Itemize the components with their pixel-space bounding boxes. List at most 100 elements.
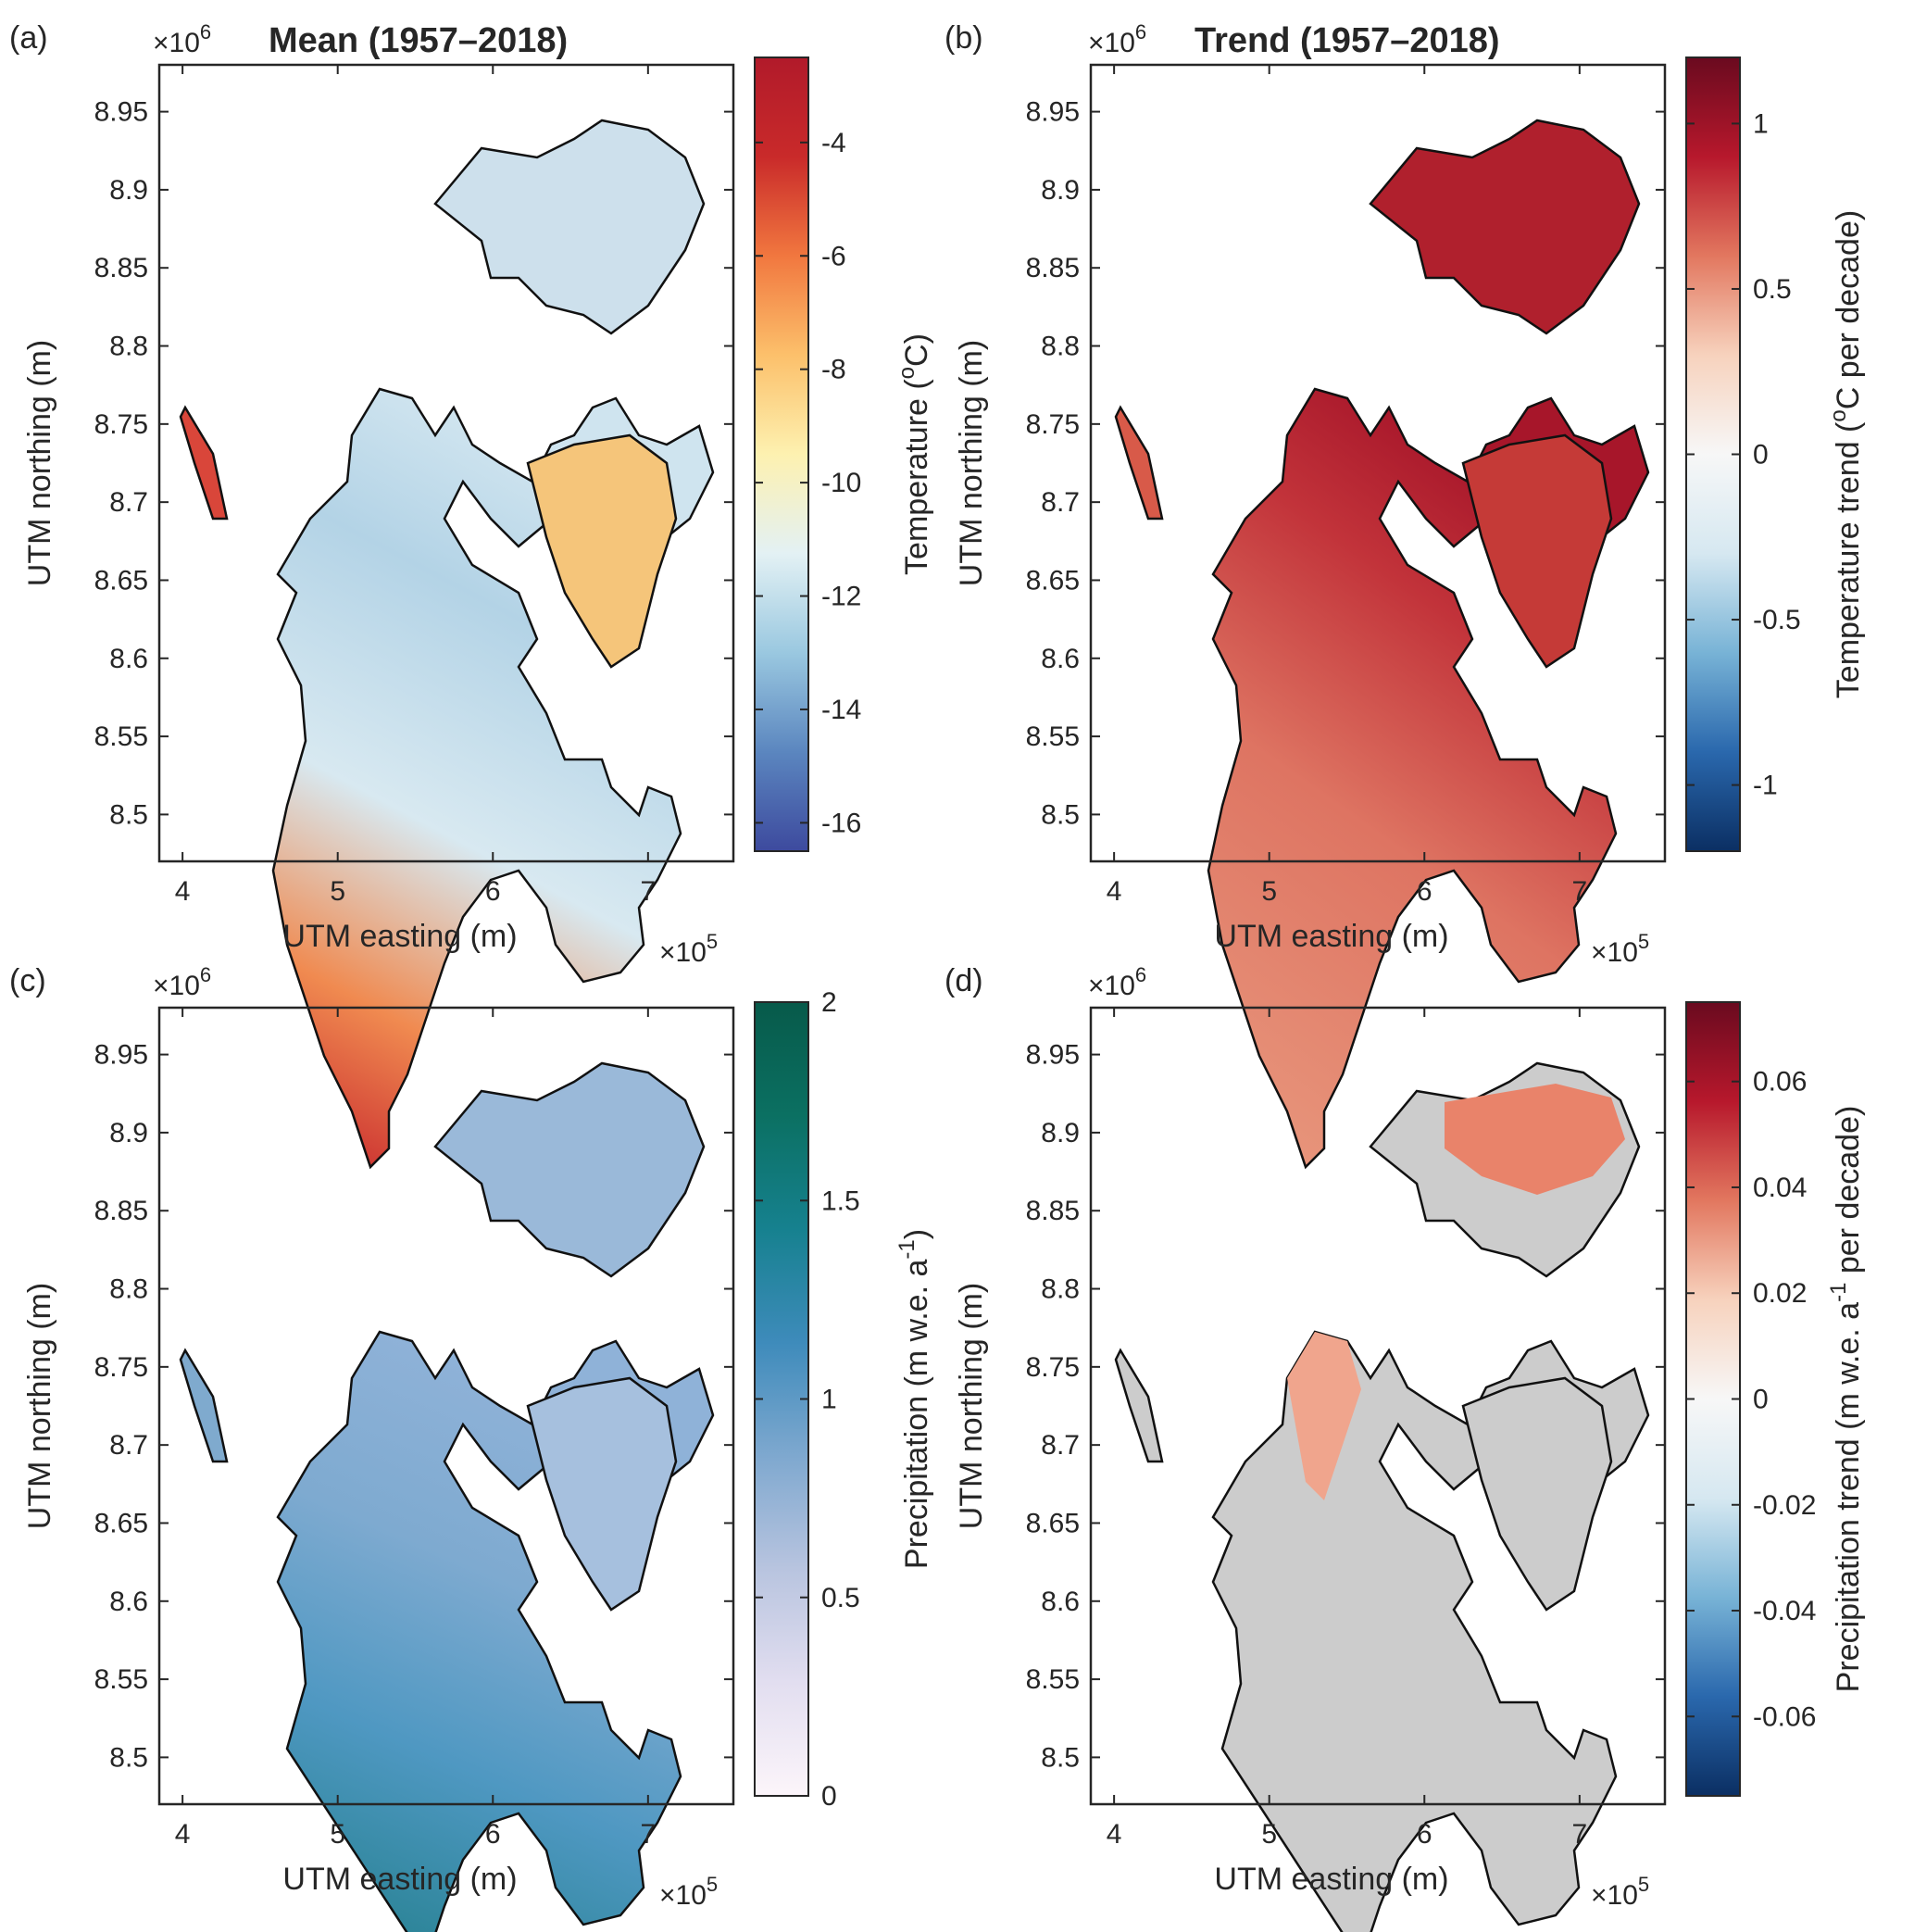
y-tick-label: 8.6	[1041, 644, 1080, 674]
axes-4: 4 5 6 7 8.95 8.9 8.85 8.8 8.75 8.7 8.65 8.6 8.55 8.5 U…	[954, 1001, 1866, 1911]
x-tick-label: 7	[1571, 876, 1587, 907]
panel-a-mean-temperature: (a) Mean (1957–2018) ×106	[9, 20, 715, 1170]
colorbar-tick-label: -6	[821, 241, 846, 271]
y-tick-label: 8.8	[109, 332, 148, 362]
y-tick-label: 8.5	[1041, 1742, 1080, 1773]
y-tick-label: 8.55	[1026, 1664, 1080, 1695]
colorbar-tick-label: -0.02	[1753, 1490, 1816, 1521]
nordaustlandet	[433, 119, 706, 335]
edgeoya-barentsoya	[1461, 433, 1613, 669]
edgeoya-barentsoya	[1461, 1376, 1613, 1612]
y-tick-label: 8.55	[1026, 721, 1080, 752]
panel-title: Mean (1957–2018)	[269, 21, 568, 60]
prins-karls-forland	[179, 405, 229, 521]
x-tick-label: 6	[1417, 876, 1432, 907]
x-tick-label: 5	[1261, 876, 1277, 907]
y-axis-label: UTM northing (m)	[22, 1283, 57, 1529]
x-tick-label: 5	[330, 876, 345, 907]
map-area	[179, 1061, 715, 1932]
y-tick-label: 8.9	[109, 1118, 148, 1148]
x-tick-label: 4	[1107, 1819, 1122, 1850]
colorbar-tick-label: -14	[821, 695, 861, 725]
colorbar	[1685, 56, 1741, 852]
x-tick-label: 5	[1261, 1819, 1277, 1850]
x-multiplier: ×105	[659, 930, 718, 968]
y-tick-label: 8.85	[94, 253, 148, 283]
svalbard-map	[1207, 387, 1650, 1170]
y-tick-label: 8.95	[94, 1040, 148, 1071]
panel-label: (c)	[9, 963, 46, 998]
x-tick-label: 4	[175, 876, 191, 907]
colorbar-tick-label: 0.04	[1753, 1173, 1807, 1203]
x-tick-label: 7	[1571, 1819, 1587, 1850]
colorbar	[754, 56, 809, 852]
y-tick-label: 8.55	[94, 721, 148, 752]
nordaustlandet	[1369, 119, 1641, 335]
colorbar-tick-label: 1	[1753, 108, 1769, 139]
colorbar-tick-label: -4	[821, 128, 846, 158]
colorbar-tick-label: 1	[821, 1385, 837, 1415]
x-axis-label: UTM easting (m)	[1214, 919, 1448, 954]
y-tick-label: 8.65	[94, 1508, 148, 1538]
axes-1: 4 5 6 7 8.95 8.9 8.85 8.8 8.75 8.7 8.65 8.6 8.55 8.5 U…	[22, 56, 934, 968]
colorbar	[754, 1001, 809, 1797]
colorbar-tick-label: 0.5	[821, 1583, 860, 1613]
panel-title: Trend (1957–2018)	[1195, 21, 1500, 60]
y-tick-label: 8.8	[109, 1274, 148, 1305]
x-tick-label: 6	[485, 1819, 501, 1850]
y-tick-label: 8.75	[94, 1352, 148, 1383]
colorbar-tick-label: -1	[1753, 771, 1778, 801]
y-tick-label: 8.75	[94, 409, 148, 440]
axes-frame	[1089, 63, 1667, 863]
panel-label: (d)	[944, 963, 983, 998]
y-tick-label: 8.9	[1041, 175, 1080, 206]
y-tick-label: 8.5	[109, 1742, 148, 1773]
colorbar-tick-label: -0.04	[1753, 1596, 1816, 1626]
y-tick-label: 8.7	[109, 1430, 148, 1461]
y-axis-label: UTM northing (m)	[954, 340, 989, 586]
x-multiplier: ×105	[1591, 930, 1649, 968]
y-tick-label: 8.6	[109, 644, 148, 674]
colorbar-tick-label: 0	[1753, 440, 1769, 470]
x-tick-label: 4	[175, 1819, 191, 1850]
axes-2: 4 5 6 7 8.95 8.9 8.85 8.8 8.75 8.7 8.65 8.6 8.55 8.5 U…	[954, 56, 1866, 968]
colorbar-tick-label: 0.02	[1753, 1278, 1807, 1309]
y-tick-label: 8.55	[94, 1664, 148, 1695]
y-tick-label: 8.95	[1026, 97, 1080, 128]
y-tick-label: 8.5	[1041, 799, 1080, 830]
map-area	[1114, 1061, 1650, 1932]
y-multiplier: ×106	[1088, 20, 1146, 58]
prins-karls-forland	[1114, 1348, 1164, 1463]
warming-precip-band	[1287, 1332, 1361, 1500]
y-tick-label: 8.7	[1041, 487, 1080, 518]
x-axis-label: UTM easting (m)	[282, 919, 517, 954]
colorbar-label: Precipitation trend (m w.e. a-1 per deca…	[1826, 1106, 1866, 1693]
x-tick-label: 7	[640, 1819, 656, 1850]
y-tick-label: 8.9	[1041, 1118, 1080, 1148]
colorbar-tick-label: 2	[821, 987, 837, 1018]
colorbar-tick-label: -10	[821, 468, 861, 498]
x-multiplier: ×105	[1591, 1873, 1649, 1911]
x-tick-label: 4	[1107, 876, 1122, 907]
y-tick-label: 8.85	[1026, 1196, 1080, 1226]
nordaustlandet	[433, 1061, 706, 1278]
map-area	[179, 119, 715, 1170]
x-tick-label: 6	[1417, 1819, 1432, 1850]
colorbar-label: Precipitation (m w.e. a-1)	[894, 1229, 934, 1569]
y-tick-label: 8.8	[1041, 1274, 1080, 1305]
y-tick-label: 8.65	[1026, 565, 1080, 596]
y-tick-label: 8.6	[109, 1587, 148, 1617]
prins-karls-forland	[179, 1348, 229, 1463]
y-tick-label: 8.5	[109, 799, 148, 830]
edgeoya-barentsoya	[526, 433, 678, 669]
y-tick-label: 8.8	[1041, 332, 1080, 362]
colorbar-tick-label: 0.5	[1753, 274, 1792, 305]
x-tick-label: 6	[485, 876, 501, 907]
colorbar-label: Temperature trend (oC per decade)	[1826, 210, 1866, 698]
nordaustlandet-trend-patch	[1445, 1084, 1625, 1195]
y-multiplier: ×106	[153, 963, 211, 1001]
y-tick-label: 8.75	[1026, 409, 1080, 440]
panel-d-precipitation-trend: (d) ×106	[944, 963, 1650, 1932]
colorbar-tick-label: -0.5	[1753, 605, 1801, 635]
